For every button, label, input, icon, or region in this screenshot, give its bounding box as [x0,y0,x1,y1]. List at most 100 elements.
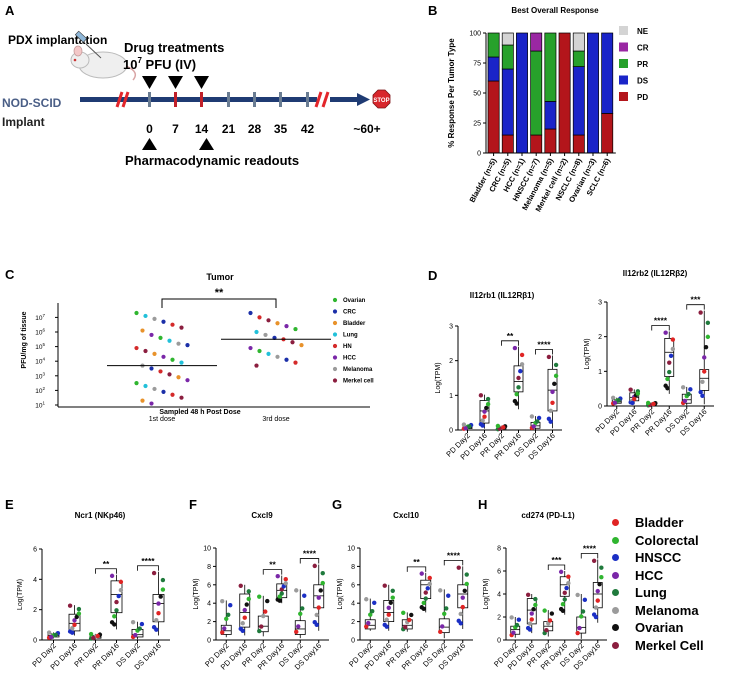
chart-f-point [220,630,225,635]
svg-text:28: 28 [248,122,262,136]
chart-c-legend-dot [332,366,338,372]
chart-d1-point [482,414,487,419]
tumor-legend-item: Colorectal [612,532,704,550]
chart-e-point [139,621,145,627]
chart-g-point [458,611,463,617]
chart-e-box [68,613,81,632]
chart-d2-y-tick-label: 3 [598,300,602,307]
chart-c-legend-label: HCC [343,356,357,362]
mouse-icon [70,45,137,81]
chart-c-xlabel: Sampled 48 h Post Dose [159,409,240,416]
chart-h-point [591,558,597,563]
chart-d2-point [670,346,676,352]
chart-d1-point [514,401,519,406]
chart-c-point [284,324,289,329]
chart-g-y-tick-label: 2 [351,619,355,626]
chart-c-legend-label: Lung [343,333,358,339]
chart-d1-point [519,352,525,358]
stop-sign-icon: STOP [372,89,391,109]
chart-b-bar-ds [587,32,599,154]
chart-d1-point [553,362,559,368]
legend-label: Melanoma [635,602,699,618]
chart-f-point [283,576,288,582]
chart-d2-point [665,386,670,391]
dose-label: 107 PFU (IV) [123,56,196,72]
chart-f-y-tick-label: 2 [207,619,211,626]
chart-h-point [509,615,514,620]
chart-d1-point [516,375,521,381]
chart-d2-point [702,369,707,374]
chart-g-y-tick-label: 4 [351,601,355,608]
chart-c-point [176,375,181,380]
chart-c-legend-label: Merkel cell [343,379,374,385]
chart-c-y-tick-label: 105 [35,342,45,351]
chart-c-point [176,341,181,346]
chart-h-point [531,607,536,612]
chart-d2-sig-label: *** [691,295,702,305]
chart-b-bar-ne [572,32,585,52]
chart-g-point [421,600,426,606]
chart-d2-point [703,344,709,350]
chart-h-point [527,621,533,626]
axis-break-left [115,91,130,108]
panel-label-b: B [428,3,438,18]
chart-e-point [70,625,75,631]
chart-d2-point [630,400,635,406]
chart-e-point [116,593,121,599]
chart-c-point [179,395,184,400]
chart-d1-point [536,415,542,421]
chart-e-point [112,614,117,619]
chart-d1-point [550,400,555,405]
legend-dot [612,519,619,527]
chart-g-sig-bracket [406,566,427,572]
chart-d2-point [610,395,616,401]
chart-f-point [294,588,299,593]
chart-c-point [149,366,154,371]
chart-f-point [302,593,307,598]
chart-e-point [72,622,77,628]
chart-h-point [547,618,553,623]
chart-h-point [558,569,564,575]
chart-c-point [254,363,259,368]
svg-text:42: 42 [301,122,315,136]
chart-d2-point [688,387,693,392]
chart-g-box [383,600,395,623]
chart-c-point [152,351,157,356]
svg-text:7: 7 [172,122,179,136]
chart-b-bar-pd [530,134,543,154]
chart-h-point [575,630,580,636]
legend-label: Ovarian [635,620,684,636]
implant-label: Implant [2,115,45,129]
legend-dot [612,589,619,597]
chart-f-sig-label: ** [269,560,276,570]
chart-h-point [529,611,534,616]
pd-arrow-day2 [142,138,157,150]
chart-g-point [384,617,389,622]
chart-b-bar-ds [544,101,557,130]
chart-e-point [74,614,79,620]
chart-d2-point [667,369,672,375]
chart-b-legend-label: NE [637,27,649,36]
chart-e-point [72,618,77,623]
chart-c-legend-label: HN [343,344,352,350]
legend-dot [612,641,619,649]
chart-d1-point [518,368,523,374]
chart-g-title: Cxcl10 [393,511,419,520]
chart-d2-title: Il12rb2 (IL12Rβ2) [623,269,688,278]
pd-arrow-day16 [199,138,214,150]
tumor-legend-item: Melanoma [612,602,704,620]
chart-c-legend-dot [332,297,338,303]
chart-c-point [248,310,253,316]
chart-c-point [257,348,262,354]
treatment-arrow-day7 [168,76,183,89]
chart-c-point [158,335,163,340]
chart-d2-point [612,400,618,405]
chart-e-sig-bracket [137,565,159,571]
chart-f-point [296,624,301,629]
chart-b-legend-swatch [619,26,628,35]
chart-f-point [318,588,323,593]
chart-f-box [220,624,232,635]
chart-b-legend-swatch [619,92,628,101]
chart-b-title: Best Overall Response [511,6,599,15]
chart-d2-point [700,393,705,399]
